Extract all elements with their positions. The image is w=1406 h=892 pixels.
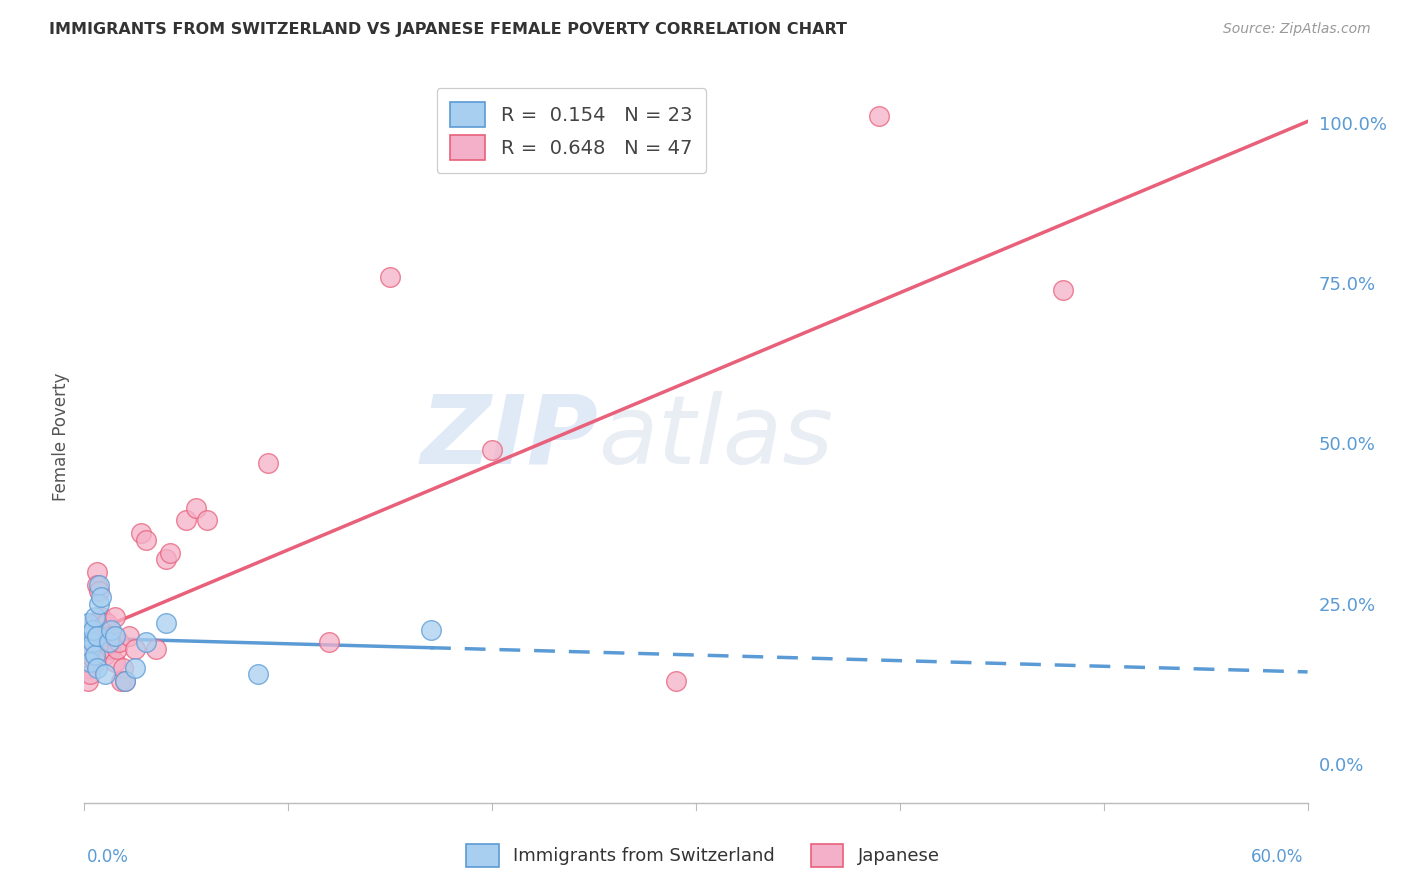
Text: 60.0%: 60.0%: [1251, 847, 1303, 866]
Text: IMMIGRANTS FROM SWITZERLAND VS JAPANESE FEMALE POVERTY CORRELATION CHART: IMMIGRANTS FROM SWITZERLAND VS JAPANESE …: [49, 22, 848, 37]
Point: [380, 269, 402, 284]
Point: [97, 635, 120, 649]
Point: [79, 655, 101, 669]
Point: [83, 609, 105, 624]
Point: [104, 629, 127, 643]
Point: [124, 661, 146, 675]
Point: [93, 616, 115, 631]
Point: [665, 673, 688, 688]
Point: [86, 565, 108, 579]
Point: [135, 533, 157, 547]
Point: [100, 635, 122, 649]
Point: [318, 635, 340, 649]
Point: [79, 648, 101, 663]
Point: [77, 673, 100, 688]
Point: [79, 641, 101, 656]
Point: [79, 667, 101, 681]
Legend: R =  0.154   N = 23, R =  0.648   N = 47: R = 0.154 N = 23, R = 0.648 N = 47: [437, 88, 706, 173]
Point: [105, 641, 128, 656]
Y-axis label: Female Poverty: Female Poverty: [52, 373, 70, 501]
Point: [101, 629, 124, 643]
Point: [87, 577, 110, 591]
Point: [82, 629, 104, 643]
Point: [114, 673, 136, 688]
Point: [91, 641, 114, 656]
Point: [83, 648, 105, 663]
Text: atlas: atlas: [598, 391, 834, 483]
Point: [82, 635, 104, 649]
Point: [174, 514, 197, 528]
Point: [82, 623, 104, 637]
Point: [87, 597, 110, 611]
Point: [83, 616, 105, 631]
Point: [159, 545, 181, 559]
Point: [86, 661, 108, 675]
Point: [118, 629, 141, 643]
Point: [93, 648, 115, 663]
Point: [77, 661, 100, 675]
Point: [124, 641, 146, 656]
Point: [186, 500, 208, 515]
Point: [108, 635, 131, 649]
Legend: Immigrants from Switzerland, Japanese: Immigrants from Switzerland, Japanese: [458, 837, 948, 874]
Point: [110, 673, 132, 688]
Point: [135, 635, 157, 649]
Point: [87, 623, 110, 637]
Point: [87, 584, 110, 599]
Point: [869, 109, 891, 123]
Point: [257, 456, 280, 470]
Point: [112, 661, 135, 675]
Point: [90, 629, 112, 643]
Point: [100, 641, 122, 656]
Point: [155, 552, 177, 566]
Point: [86, 577, 108, 591]
Point: [93, 667, 115, 681]
Point: [420, 623, 443, 637]
Point: [100, 623, 122, 637]
Text: ZIP: ZIP: [420, 391, 598, 483]
Point: [90, 609, 112, 624]
Point: [145, 641, 167, 656]
Point: [97, 629, 120, 643]
Text: 0.0%: 0.0%: [86, 847, 128, 866]
Point: [75, 629, 97, 643]
Point: [1052, 283, 1074, 297]
Point: [104, 609, 127, 624]
Text: Source: ZipAtlas.com: Source: ZipAtlas.com: [1223, 22, 1371, 37]
Point: [114, 673, 136, 688]
Point: [96, 616, 118, 631]
Point: [75, 641, 97, 656]
Point: [481, 442, 503, 457]
Point: [83, 655, 105, 669]
Point: [195, 514, 218, 528]
Point: [90, 591, 112, 605]
Point: [246, 667, 269, 681]
Point: [104, 655, 127, 669]
Point: [86, 629, 108, 643]
Point: [77, 616, 100, 631]
Point: [82, 635, 104, 649]
Point: [155, 616, 177, 631]
Point: [131, 526, 153, 541]
